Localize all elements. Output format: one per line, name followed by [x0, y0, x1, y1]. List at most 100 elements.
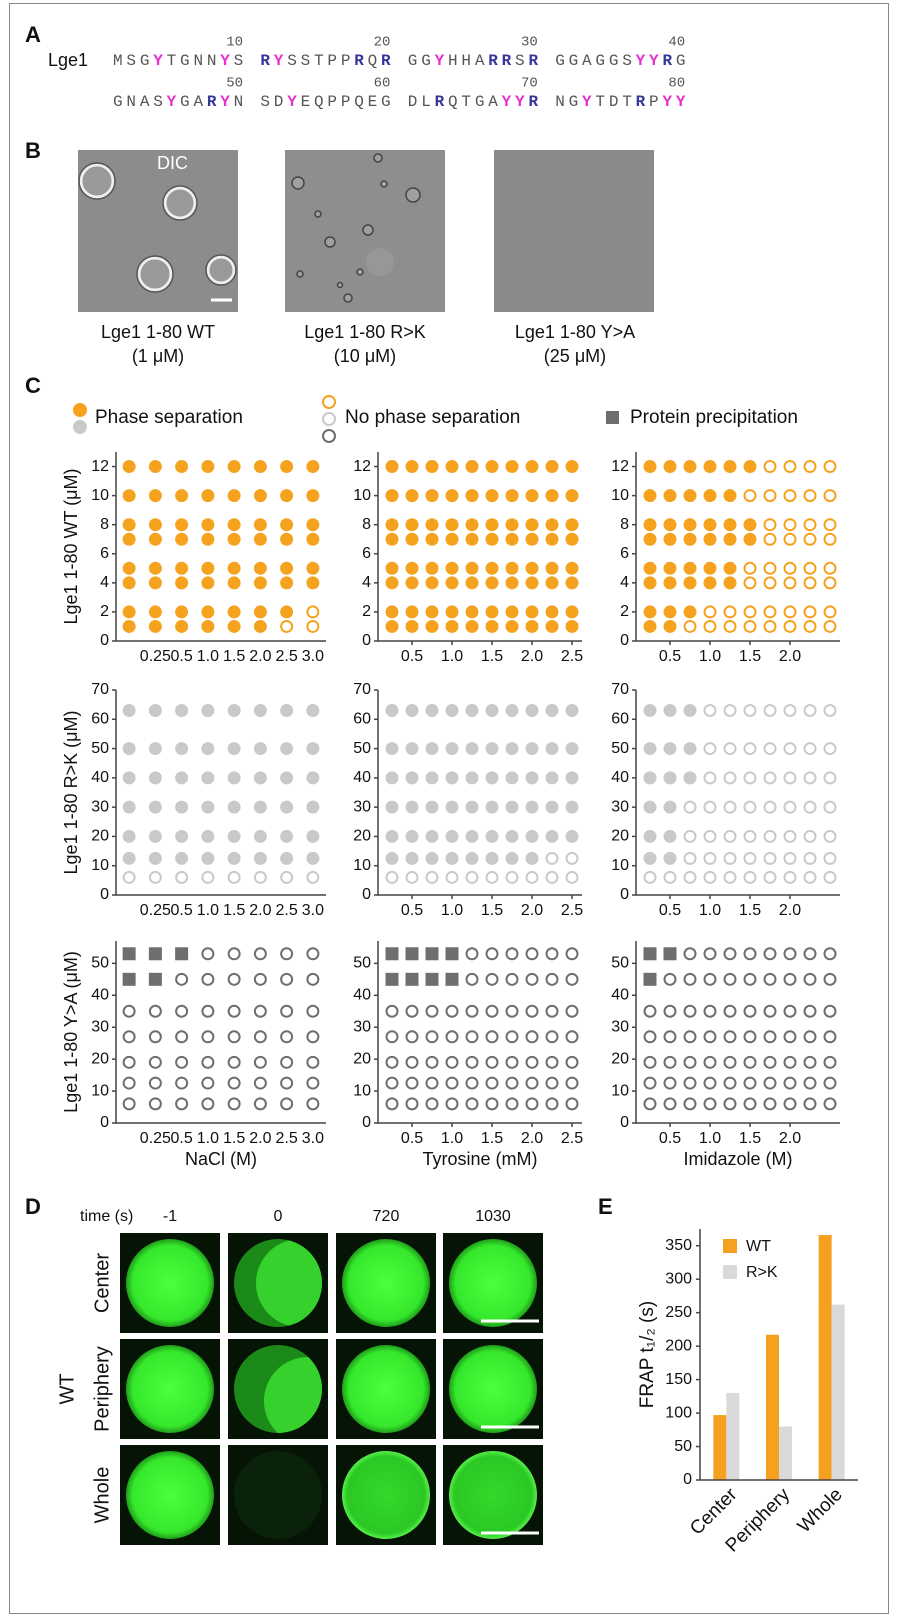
- y-tick-label: 0: [100, 886, 109, 903]
- residue: S: [126, 52, 139, 70]
- no-phase-mark: [745, 577, 756, 588]
- phase-mark: [664, 852, 677, 865]
- residue: P: [649, 93, 662, 111]
- phase-mark: [704, 460, 717, 473]
- bar: [766, 1335, 779, 1480]
- phase-mark: [664, 533, 677, 546]
- phase-mark: [566, 533, 579, 546]
- phase-mark: [228, 533, 241, 546]
- y-tick-label: 2: [620, 603, 629, 620]
- phase-mark: [546, 533, 559, 546]
- no-phase-mark: [527, 1006, 538, 1017]
- position-number: 40: [668, 35, 685, 51]
- phase-mark: [306, 489, 319, 502]
- phase-mark: [123, 489, 136, 502]
- phase-mark: [566, 801, 579, 814]
- no-phase-mark: [805, 743, 816, 754]
- x-tick-label: 2.0: [521, 648, 543, 665]
- no-phase-mark: [645, 1078, 656, 1089]
- no-phase-mark: [825, 1057, 836, 1068]
- residue: P: [341, 93, 354, 111]
- no-phase-mark: [705, 872, 716, 883]
- no-phase-mark: [407, 872, 418, 883]
- phase-mark: [466, 489, 479, 502]
- image-concentration: (1 μM): [132, 346, 184, 366]
- no-phase-mark: [825, 853, 836, 864]
- phase-mark: [526, 489, 539, 502]
- x-tick-label: 1.5: [223, 902, 245, 919]
- phase-mark: [506, 771, 519, 784]
- x-tick-label: 0.5: [659, 1130, 681, 1147]
- no-phase-mark: [150, 1057, 161, 1068]
- y-tick-label: 200: [665, 1337, 692, 1354]
- no-phase-mark: [427, 1006, 438, 1017]
- phase-mark: [546, 562, 559, 575]
- y-tick-label: 0: [362, 886, 371, 903]
- y-tick-label: 70: [91, 681, 109, 698]
- phase-mark: [446, 562, 459, 575]
- no-phase-mark: [567, 948, 578, 959]
- phase-mark: [446, 605, 459, 618]
- phase-mark: [280, 771, 293, 784]
- phase-mark: [123, 576, 136, 589]
- phase-mark: [466, 518, 479, 531]
- phase-mark: [228, 852, 241, 865]
- no-phase-mark: [281, 948, 292, 959]
- x-tick-label: 2.0: [779, 1130, 801, 1147]
- phase-mark: [426, 460, 439, 473]
- no-phase-mark: [447, 872, 458, 883]
- no-phase-mark: [805, 1006, 816, 1017]
- residue: N: [193, 52, 206, 70]
- droplet: [449, 1451, 537, 1539]
- frap-image: [228, 1445, 328, 1545]
- frap-image: [443, 1445, 543, 1545]
- phase-mark: [466, 620, 479, 633]
- phase-mark: [228, 562, 241, 575]
- figure: A Lge1 B DIC Lge1 1-80 WT (1 μM) Lge1 1-…: [0, 0, 897, 1617]
- phase-mark: [149, 576, 162, 589]
- no-phase-mark: [427, 1078, 438, 1089]
- no-phase-mark: [685, 1031, 696, 1042]
- no-phase-mark: [665, 974, 676, 985]
- y-tick-label: 10: [611, 487, 629, 504]
- no-phase-mark: [785, 872, 796, 883]
- no-phase-mark: [825, 490, 836, 501]
- frap-image: [120, 1233, 220, 1333]
- y-tick-label: 20: [91, 1050, 109, 1067]
- x-tick-label: 2.0: [249, 902, 271, 919]
- no-phase-mark: [725, 802, 736, 813]
- no-phase-mark: [387, 1078, 398, 1089]
- phase-mark: [644, 801, 657, 814]
- x-tick-label: 2.0: [521, 902, 543, 919]
- no-phase-mark: [725, 621, 736, 632]
- phase-mark: [466, 562, 479, 575]
- precipitation-mark: [386, 973, 399, 986]
- no-phase-mark: [487, 948, 498, 959]
- no-phase-mark: [825, 743, 836, 754]
- no-phase-mark: [825, 621, 836, 632]
- no-phase-mark: [407, 1006, 418, 1017]
- position-number: 70: [521, 76, 538, 92]
- phase-mark: [306, 742, 319, 755]
- no-phase-mark: [202, 948, 213, 959]
- no-phase-mark: [427, 1098, 438, 1109]
- phase-mark: [280, 533, 293, 546]
- y-tick-label: 10: [91, 487, 109, 504]
- phase-mark: [175, 704, 188, 717]
- phase-mark: [123, 460, 136, 473]
- no-phase-mark: [447, 1098, 458, 1109]
- no-phase-mark: [407, 1098, 418, 1109]
- phase-mark: [566, 620, 579, 633]
- x-tick-label: 2.0: [779, 902, 801, 919]
- no-phase-mark: [805, 853, 816, 864]
- no-phase-mark: [825, 461, 836, 472]
- phase-mark: [228, 605, 241, 618]
- phase-mark: [406, 533, 419, 546]
- y-tick-label: 30: [353, 1018, 371, 1035]
- phase-mark: [175, 852, 188, 865]
- y-tick-label: 10: [611, 857, 629, 874]
- y-tick-label: 250: [665, 1304, 692, 1321]
- phase-mark: [123, 852, 136, 865]
- no-phase-mark: [765, 872, 776, 883]
- no-phase-mark: [229, 1078, 240, 1089]
